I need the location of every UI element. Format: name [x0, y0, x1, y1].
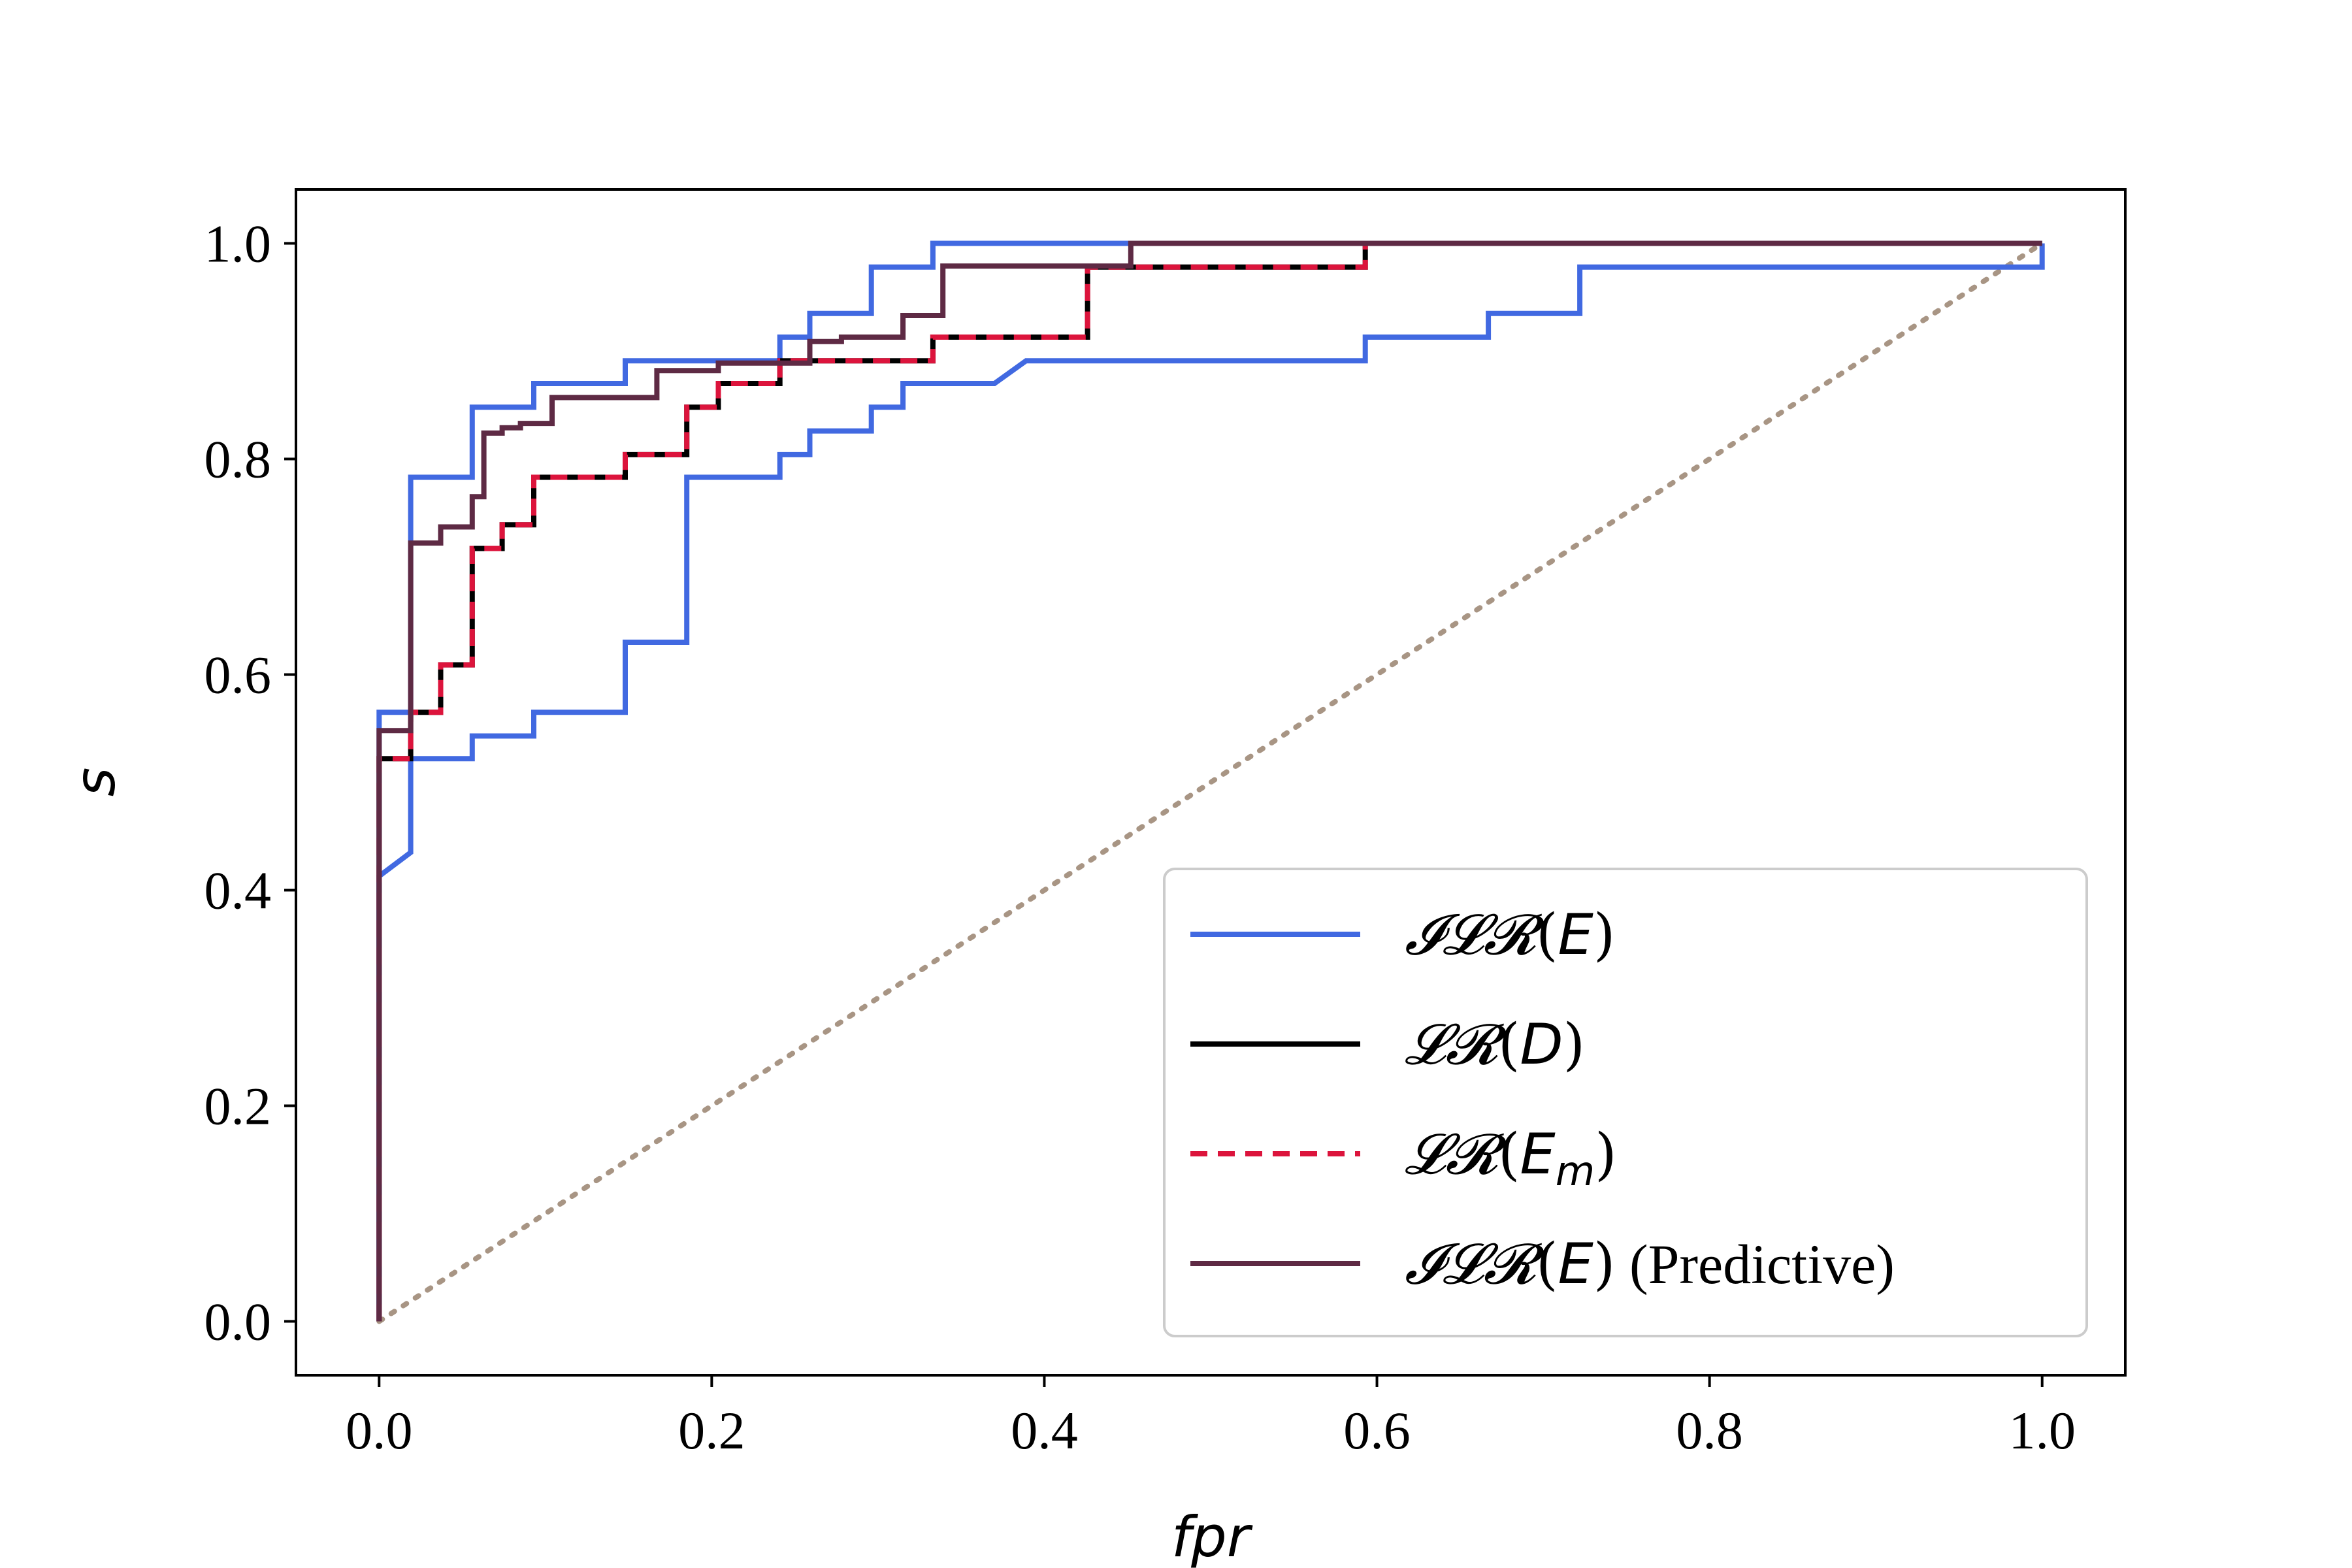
plot-frame: [295, 188, 2127, 1377]
legend-label: 𝓛𝓡(Em): [1405, 1122, 1617, 1195]
legend-label-subscript: m: [1556, 1147, 1595, 1195]
y-tick-label: 1.0: [204, 214, 272, 274]
legend-label-arg: D: [1520, 1012, 1563, 1077]
legend-label-suffix: (Predictive): [1615, 1233, 1894, 1296]
x-tick-label: 0.6: [1343, 1401, 1411, 1460]
y-axis: 0.0 0.2 0.4 0.6 0.8 1.0: [204, 214, 296, 1352]
legend-label: 𝓛𝓡(D): [1405, 1012, 1585, 1077]
legend: 𝓘𝓛𝓡(E) 𝓛𝓡(D) 𝓛𝓡(Em) 𝓘𝓛𝓡(E) (Predictive): [1163, 868, 2088, 1337]
y-axis-label: s: [63, 768, 128, 797]
x-axis-label: fpr: [1171, 1505, 1253, 1568]
x-tick-label: 0.8: [1676, 1401, 1743, 1460]
legend-label-script: 𝓛𝓡: [1405, 1122, 1507, 1187]
x-axis: 0.0 0.2 0.4 0.6 0.8 1.0: [346, 1375, 2076, 1460]
x-tick-label: 0.2: [678, 1401, 745, 1460]
y-tick-label: 0.4: [204, 861, 272, 921]
y-tick-label: 0.0: [204, 1292, 272, 1352]
legend-label-arg: E: [1558, 1232, 1594, 1297]
series-line-ilr-e-upper: [376, 240, 2042, 1322]
legend-label-arg: E: [1520, 1122, 1556, 1187]
x-tick-label: 0.4: [1011, 1401, 1078, 1460]
series-line-ilr-e-predictive-: [376, 240, 2042, 1322]
series-line-lr-em-: [376, 240, 2042, 1322]
x-tick-label: 1.0: [2008, 1401, 2076, 1460]
legend-label-script: 𝓛𝓡: [1405, 1012, 1507, 1077]
y-tick-label: 0.2: [204, 1077, 272, 1136]
legend-label-arg: E: [1558, 902, 1594, 968]
y-tick-label: 0.8: [204, 430, 272, 489]
legend-label-script: 𝓘𝓛𝓡: [1405, 902, 1545, 968]
x-tick-label: 0.0: [346, 1401, 413, 1460]
series-layer: [376, 240, 2045, 1324]
legend-items: 𝓘𝓛𝓡(E) 𝓛𝓡(D) 𝓛𝓡(Em) 𝓘𝓛𝓡(E) (Predictive): [1190, 902, 1895, 1297]
series-line-ilr-e-: [376, 243, 2045, 1322]
y-tick-label: 0.6: [204, 645, 272, 705]
legend-label: 𝓘𝓛𝓡(E): [1405, 902, 1615, 968]
legend-box: [1163, 868, 2088, 1337]
series-line-chance: [376, 240, 2045, 1324]
legend-label-script: 𝓘𝓛𝓡: [1405, 1232, 1545, 1297]
legend-label: 𝓘𝓛𝓡(E) (Predictive): [1405, 1232, 1895, 1297]
